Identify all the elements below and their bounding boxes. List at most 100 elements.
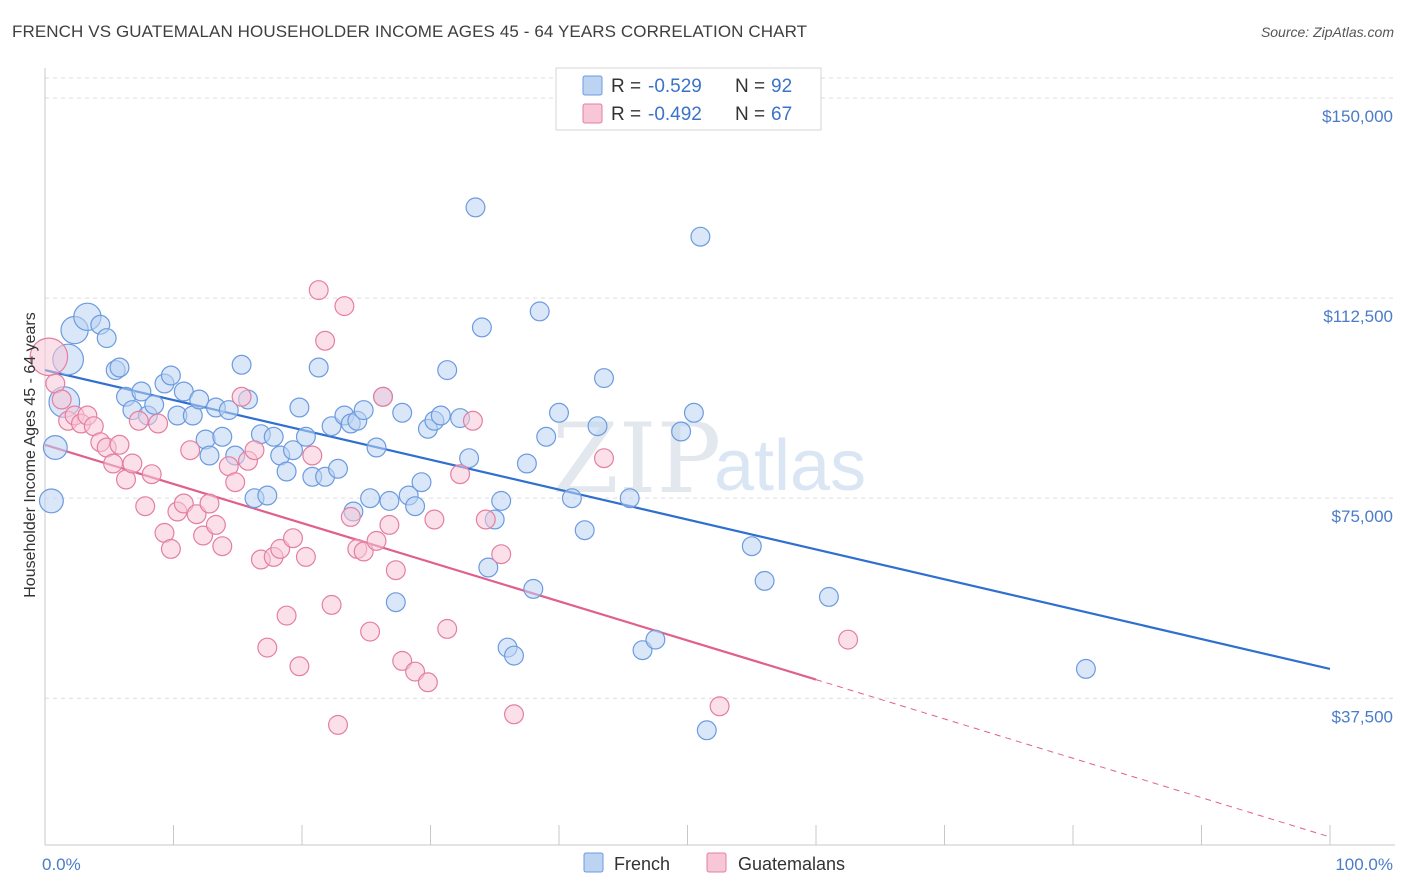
guatemalan-point [328, 714, 349, 735]
legend-r-value-french: -0.529 [648, 76, 702, 97]
y-tick-label: $112,500 [1323, 307, 1393, 326]
french-point [430, 405, 451, 426]
watermark-atlas: atlas [714, 426, 866, 506]
french-point [561, 488, 582, 509]
french-point [379, 490, 400, 511]
guatemalan-point [709, 696, 730, 717]
legend-r-label-guatemalan: R = [611, 104, 641, 125]
french-point [536, 426, 557, 447]
guatemalan-point [424, 509, 445, 530]
french-point [683, 402, 704, 423]
guatemalan-point [838, 629, 859, 650]
y-tick-label: $37,500 [1332, 707, 1393, 726]
french-point [471, 317, 492, 338]
french-point [645, 629, 666, 650]
axes [44, 68, 1395, 846]
guatemalan-point [491, 544, 512, 565]
french-point [619, 488, 640, 509]
french-point [696, 720, 717, 741]
guatemalan-point [366, 530, 387, 551]
guatemalan-point [295, 546, 316, 567]
french-point [411, 472, 432, 493]
french-point [328, 458, 349, 479]
guatemalan-point [302, 445, 323, 466]
guatemalan-point [373, 386, 394, 407]
french-point [671, 421, 692, 442]
guatemalan-point [122, 453, 143, 474]
x-tick-label-end: 100.0% [1335, 855, 1393, 874]
guatemalan-point [334, 296, 355, 317]
y-tick-label: $150,000 [1322, 107, 1393, 126]
french-point [465, 197, 486, 218]
french-point [529, 301, 550, 322]
guatemalan-point [51, 389, 72, 410]
guatemalan-point [128, 410, 149, 431]
french-point [212, 426, 233, 447]
french-point [1075, 658, 1096, 679]
guatemalan-point [180, 440, 201, 461]
legend-swatch-guatemalan [582, 103, 603, 124]
guatemalan-point [417, 672, 438, 693]
legend-n-label-french: N = [735, 76, 765, 97]
french-point [741, 536, 762, 557]
french-point [199, 445, 220, 466]
french-point [478, 557, 499, 578]
guatemalan-point [315, 330, 336, 351]
guatemalan-point [308, 280, 329, 301]
correlation-legend: R = -0.529 N = 92 R = -0.492 N = 67 [555, 67, 822, 131]
french-point [690, 226, 711, 247]
y-tick-labels: $37,500 $75,000 $112,500 $150,000 [1322, 107, 1393, 726]
guatemalan-point [103, 453, 124, 474]
guatemalan-point [276, 605, 297, 626]
french-point [263, 426, 284, 447]
legend-swatch-french [582, 75, 603, 96]
guatemalan-point [257, 637, 278, 658]
trend-lines [44, 369, 1331, 838]
french-point [231, 354, 252, 375]
bottom-legend-swatch-french [583, 852, 604, 873]
guatemalan-point [173, 493, 194, 514]
guatemalan-point [283, 528, 304, 549]
scatter-points [29, 197, 1096, 741]
guatemalan-point [450, 464, 471, 485]
guatemalan-point [160, 538, 181, 559]
guatemalan-point [244, 440, 265, 461]
guatemalan-point [148, 413, 169, 434]
french-point [321, 416, 342, 437]
legend-r-label-french: R = [611, 76, 641, 97]
guatemalan-point [392, 650, 413, 671]
bottom-legend-french: French [614, 854, 670, 874]
french-point [109, 357, 130, 378]
guatemalan-trend-extension [815, 679, 1331, 838]
french-point [283, 440, 304, 461]
guatemalan-point [462, 410, 483, 431]
french-point [144, 394, 165, 415]
y-tick-label: $75,000 [1332, 507, 1393, 526]
bottom-legend-guatemalan: Guatemalans [738, 854, 845, 874]
legend-n-label-guatemalan: N = [735, 104, 765, 125]
guatemalan-point [193, 525, 214, 546]
french-point [437, 360, 458, 381]
legend-n-value-guatemalan: 67 [771, 104, 792, 125]
guatemalan-point [212, 536, 233, 557]
french-point [516, 453, 537, 474]
guatemalan-point [109, 434, 130, 455]
french-point [96, 328, 117, 349]
guatemalan-trend-line [44, 443, 817, 681]
guatemalan-point [353, 541, 374, 562]
french-point [491, 490, 512, 511]
guatemalan-point [405, 661, 426, 682]
y-axis-label: Householder Income Ages 45 - 64 years [22, 312, 39, 598]
french-point [295, 426, 316, 447]
guatemalan-point [593, 448, 614, 469]
french-point [218, 400, 239, 421]
guatemalan-point [360, 621, 381, 642]
guatemalan-point [289, 656, 310, 677]
guatemalan-point [29, 337, 69, 377]
french-point [42, 435, 68, 461]
french-point [385, 592, 406, 613]
guatemalan-point [385, 560, 406, 581]
gridlines [45, 77, 1395, 699]
bottom-legend-swatch-guatemalan [706, 852, 727, 873]
